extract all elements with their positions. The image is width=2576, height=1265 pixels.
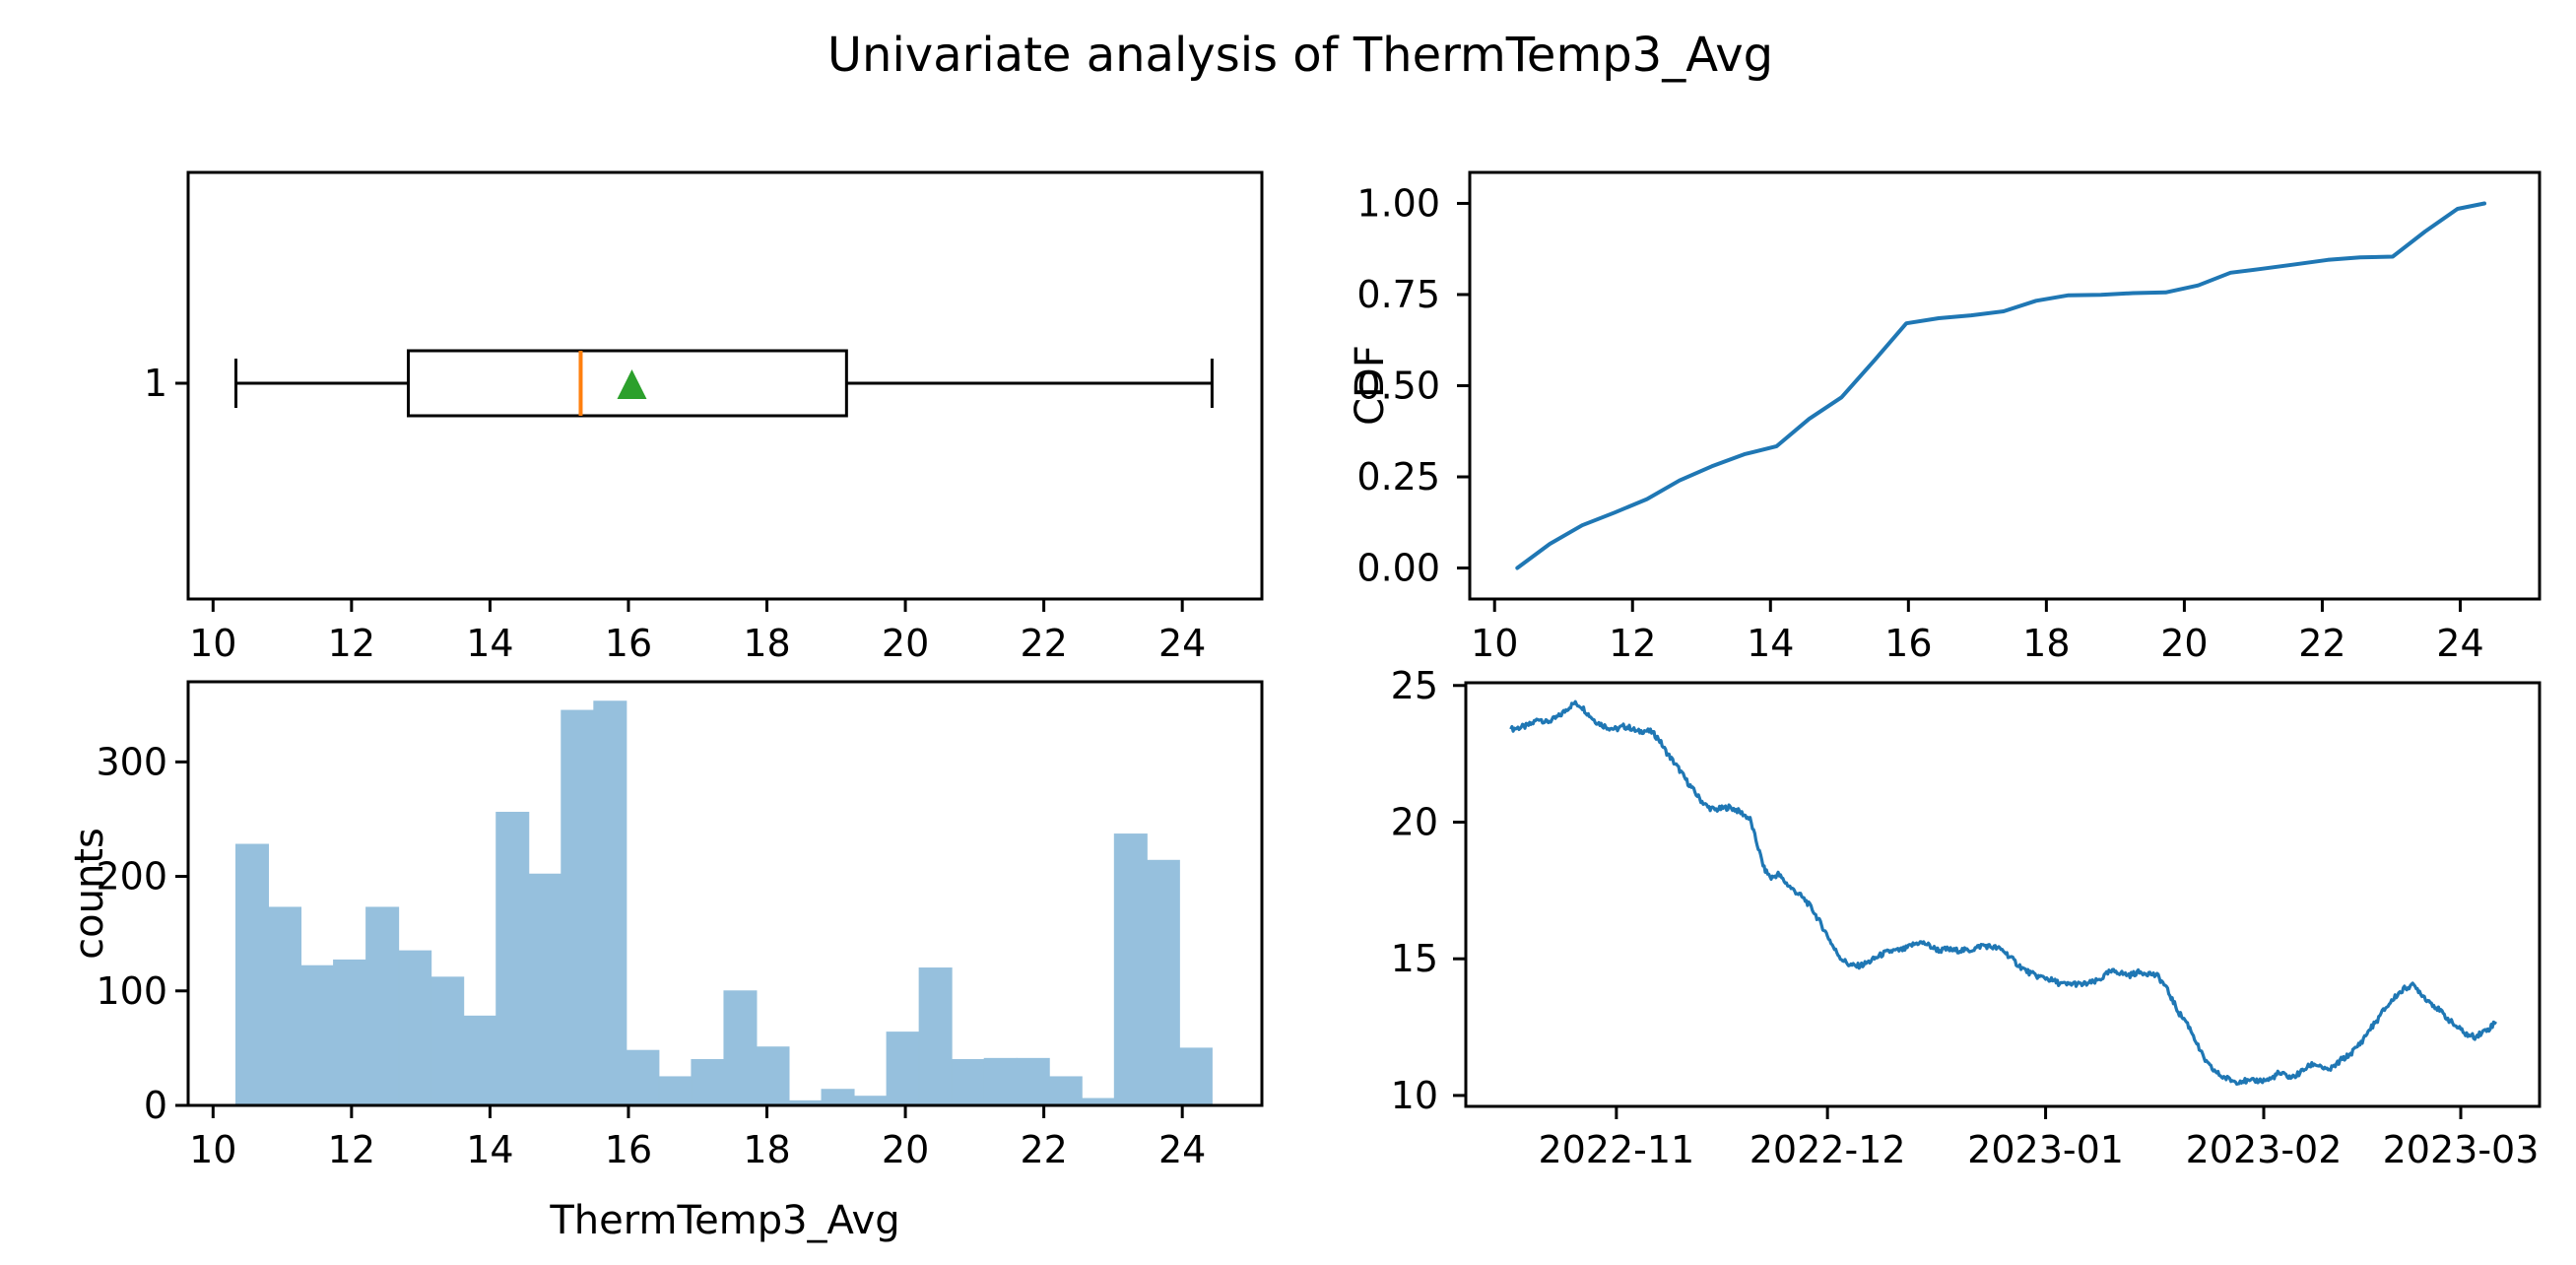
x-tick-label: 2022-11 xyxy=(1538,1128,1694,1171)
x-tick-label: 10 xyxy=(1471,622,1518,665)
figure-title: Univariate analysis of ThermTemp3_Avg xyxy=(827,28,1773,83)
mean-marker xyxy=(617,369,647,399)
y-tick-label: 0.00 xyxy=(1356,547,1440,590)
hist-bar xyxy=(365,906,400,1106)
hist-bar xyxy=(333,959,367,1106)
hist-bar xyxy=(561,709,595,1106)
hist-bar xyxy=(983,1057,1018,1106)
cdf-y-axis-label: CDF xyxy=(1348,345,1393,426)
hist-bar xyxy=(723,990,758,1106)
timeseries-line xyxy=(1509,699,2498,1086)
y-tick-label: 1 xyxy=(144,362,167,405)
y-tick-label: 200 xyxy=(96,855,167,899)
x-tick-label: 2022-12 xyxy=(1750,1128,1906,1171)
hist-bar xyxy=(234,843,270,1106)
histogram-y-axis-label: counts xyxy=(67,828,112,960)
x-tick-label: 12 xyxy=(328,622,375,665)
y-tick-label: 25 xyxy=(1391,664,1438,707)
hist-bar xyxy=(626,1049,660,1106)
y-tick-label: 0.75 xyxy=(1356,273,1440,316)
hist-bar xyxy=(398,950,432,1106)
y-tick-label: 0.50 xyxy=(1356,365,1440,408)
cdf-panel: 10 12 14 16 18 20 22 24 0.00 0.25 0.50 0.75 1.00 xyxy=(1356,170,2542,665)
axes-frame xyxy=(1468,170,2542,601)
x-tick-label: 22 xyxy=(1020,1128,1067,1171)
axes-frame xyxy=(186,680,1264,1107)
y-tick-label: 1.00 xyxy=(1356,181,1440,225)
x-tick-label: 18 xyxy=(743,622,790,665)
hist-bar xyxy=(756,1046,790,1106)
hist-bar xyxy=(268,906,302,1106)
x-tick-label: 22 xyxy=(2298,622,2345,665)
histogram-x-axis-label: ThermTemp3_Avg xyxy=(549,1198,899,1243)
y-tick-label: 0 xyxy=(144,1084,167,1127)
x-tick-label: 16 xyxy=(605,622,652,665)
x-tick-label: 14 xyxy=(1747,622,1794,665)
y-tick-label: 100 xyxy=(96,969,167,1013)
axes-frame xyxy=(186,170,1264,601)
hist-bar xyxy=(691,1059,725,1106)
hist-bar xyxy=(528,873,562,1106)
y-tick-label: 10 xyxy=(1391,1074,1438,1117)
hist-bar xyxy=(1048,1076,1083,1106)
hist-bar xyxy=(1113,833,1148,1106)
x-tick-label: 20 xyxy=(882,1128,929,1171)
hist-bar xyxy=(951,1059,985,1106)
x-tick-label: 2023-02 xyxy=(2186,1128,2343,1171)
boxplot-panel: 10 12 14 16 18 20 22 24 1 xyxy=(144,170,1264,665)
hist-bar xyxy=(821,1089,855,1106)
x-tick-label: 20 xyxy=(882,622,929,665)
x-tick-label: 16 xyxy=(605,1128,652,1171)
timeseries-panel: 2022-11 2022-12 2023-01 2023-02 2023-03 10 15 2… xyxy=(1391,664,2542,1171)
axes-frame xyxy=(1464,681,2542,1108)
hist-bar xyxy=(1178,1047,1213,1106)
x-tick-label: 24 xyxy=(1158,622,1206,665)
x-tick-label: 14 xyxy=(466,622,513,665)
x-tick-label: 12 xyxy=(328,1128,375,1171)
hist-bar xyxy=(1016,1057,1050,1106)
hist-bar xyxy=(430,976,465,1106)
x-tick-label: 16 xyxy=(1884,622,1932,665)
hist-bar xyxy=(1146,859,1180,1106)
hist-bar xyxy=(593,700,627,1106)
x-tick-label: 22 xyxy=(1020,622,1067,665)
x-tick-label: 18 xyxy=(2022,622,2070,665)
hist-bar xyxy=(658,1076,693,1106)
x-tick-label: 18 xyxy=(743,1128,790,1171)
y-tick-label: 0.25 xyxy=(1356,455,1440,499)
cdf-line xyxy=(1515,201,2486,570)
hist-bar xyxy=(495,811,530,1106)
x-tick-label: 14 xyxy=(466,1128,513,1171)
hist-bar xyxy=(886,1032,920,1106)
x-tick-label: 2023-01 xyxy=(1967,1128,2124,1171)
hist-bar xyxy=(918,967,953,1106)
y-tick-label: 15 xyxy=(1391,937,1438,980)
x-tick-label: 24 xyxy=(2436,622,2483,665)
y-tick-label: 300 xyxy=(96,740,167,783)
x-tick-label: 10 xyxy=(189,1128,236,1171)
y-tick-label: 20 xyxy=(1391,800,1438,843)
histogram-panel: 10 12 14 16 18 20 22 24 0 100 200 300 xyxy=(96,680,1264,1171)
x-tick-label: 2023-03 xyxy=(2383,1128,2540,1171)
x-tick-label: 24 xyxy=(1158,1128,1206,1171)
hist-bar xyxy=(463,1015,497,1106)
x-tick-label: 10 xyxy=(189,622,236,665)
hist-bar xyxy=(300,965,335,1106)
x-tick-label: 20 xyxy=(2160,622,2208,665)
x-tick-label: 12 xyxy=(1609,622,1656,665)
